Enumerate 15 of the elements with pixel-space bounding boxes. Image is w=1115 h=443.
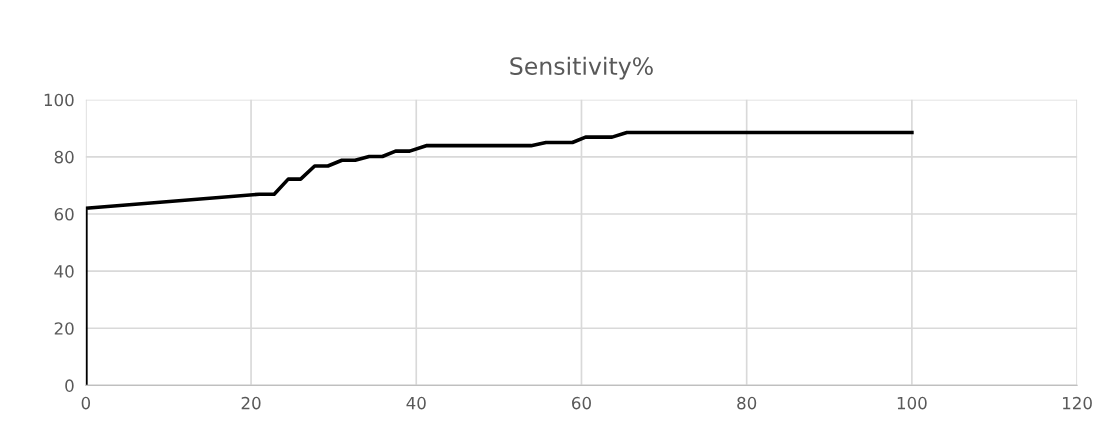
y-tick-label: 100 (44, 93, 74, 107)
x-tick-label: 120 (1063, 396, 1092, 410)
x-tick-label: 80 (737, 396, 757, 410)
x-tick-label: 40 (406, 396, 426, 410)
x-tick-label: 100 (897, 396, 927, 410)
y-tick-label: 20 (54, 322, 74, 335)
x-tick-label: 20 (241, 396, 261, 410)
x-tick-label: 60 (572, 396, 591, 410)
line-series (85, 130, 914, 386)
y-tick-label: 40 (54, 265, 74, 278)
chart-title: Sensitivity% (510, 56, 653, 80)
y-tick-label: 60 (54, 207, 74, 221)
x-tick-label: 0 (81, 396, 91, 410)
y-tick-label: 80 (54, 150, 74, 164)
y-tick-label: 0 (65, 379, 74, 392)
